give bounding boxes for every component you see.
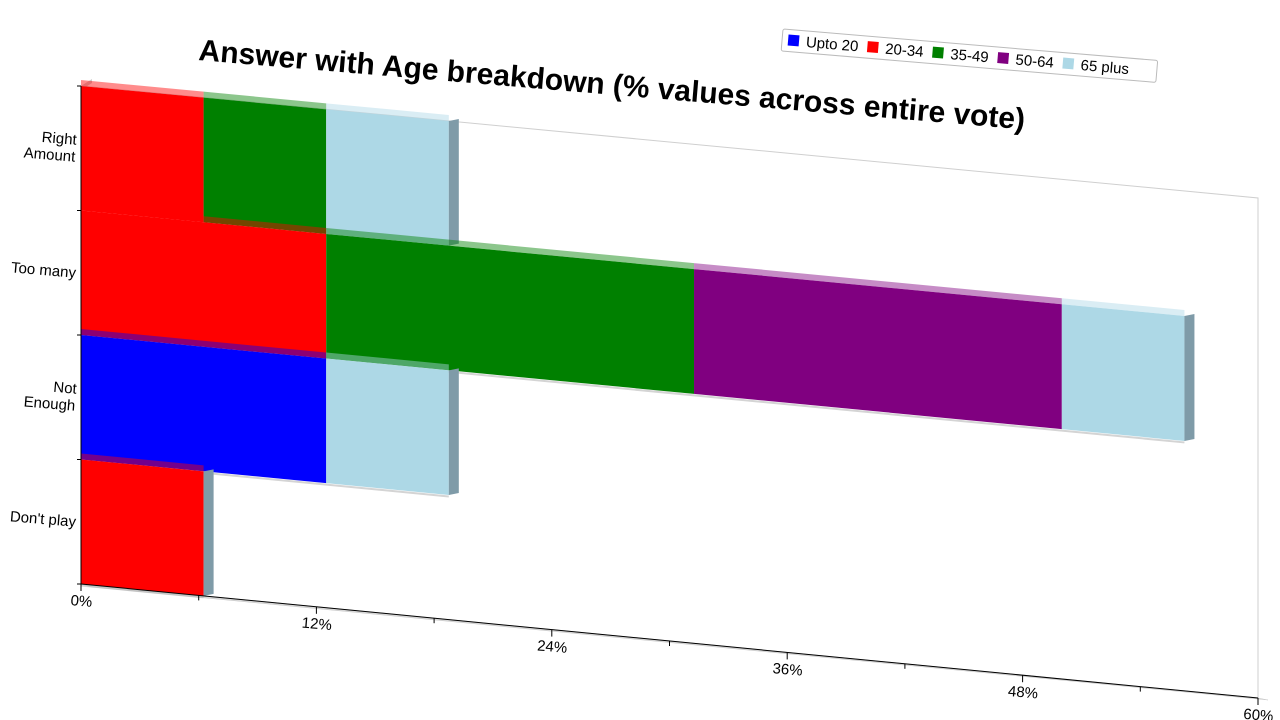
bar-segment-20-34[interactable] (81, 459, 204, 596)
category-label: NotEnough (23, 376, 78, 414)
category-label: Don't play (9, 508, 77, 531)
x-tick-label: 48% (1007, 683, 1038, 702)
bar-top-face (81, 329, 327, 359)
bar-segment-20-34[interactable] (81, 86, 204, 223)
bar-top-face (326, 352, 449, 371)
category-2 (80, 329, 459, 498)
bar-top-face (203, 91, 327, 110)
bar-segment-65-plus[interactable] (1061, 304, 1185, 441)
bar-end-face (448, 119, 459, 246)
category-label: Too many (10, 259, 77, 281)
category-1 (80, 204, 1195, 444)
legend-box[interactable]: Upto 20 20-34 35-49 50-64 65 plus (780, 28, 1159, 83)
bar-segment-65-plus[interactable] (326, 358, 449, 495)
bar-top-face (694, 263, 1062, 305)
legend-item[interactable]: Upto 20 (787, 32, 859, 55)
bar-top-face (1061, 298, 1185, 316)
bar-end-face (1184, 313, 1195, 441)
legend-label: Upto 20 (805, 34, 859, 55)
x-tick-label: 12% (301, 615, 332, 634)
bar-end-face (203, 469, 214, 596)
legend-item[interactable]: 65 plus (1062, 56, 1130, 78)
bar-segment-65-plus[interactable] (326, 109, 449, 246)
x-tick-label: 36% (772, 660, 803, 679)
legend-swatch (997, 52, 1010, 64)
legend-swatch (932, 46, 944, 59)
bar-top-face (81, 204, 327, 234)
bar-shadow (80, 584, 204, 599)
bar-segment-50-64[interactable] (694, 269, 1062, 430)
x-tick-label: 60% (1243, 706, 1274, 720)
legend-item[interactable]: 50-64 (997, 50, 1055, 72)
legend-label: 35-49 (950, 46, 990, 66)
bars (80, 80, 1195, 599)
x-tick-label: 0% (70, 592, 93, 611)
legend-label: 20-34 (885, 41, 925, 61)
legend-label: 65 plus (1080, 57, 1130, 78)
bar-top-face (81, 453, 204, 472)
legend-swatch (1062, 57, 1075, 70)
bar-segment-upto-20[interactable] (81, 335, 327, 484)
legend-item[interactable]: 35-49 (932, 45, 990, 67)
x-tick-label: 24% (537, 637, 568, 656)
legend-swatch (787, 34, 800, 47)
bar-top-face (326, 227, 695, 270)
bar-top-face (326, 103, 449, 121)
axes: RightAmount Too many NotEnough Don't play 0%… (9, 85, 1274, 720)
bar-segment-35-49[interactable] (203, 97, 327, 234)
legend-swatch (866, 41, 879, 54)
bar-segment-35-49[interactable] (326, 233, 695, 394)
legend-item[interactable]: 20-34 (866, 39, 925, 61)
legend[interactable]: Upto 20 20-34 35-49 50-64 65 plus (780, 28, 1159, 83)
category-3 (80, 453, 214, 599)
category-label: RightAmount (23, 127, 78, 165)
bar-top-face (81, 80, 204, 98)
bar-end-face (448, 368, 459, 495)
legend-label: 50-64 (1015, 52, 1055, 72)
bar-segment-20-34[interactable] (81, 210, 327, 359)
